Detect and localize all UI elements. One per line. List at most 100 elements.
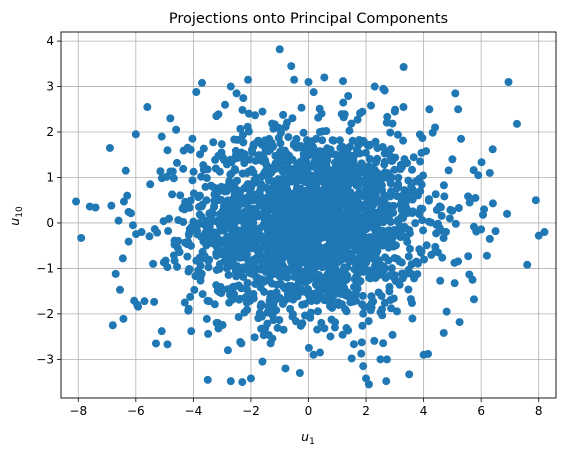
scatter-point [358, 300, 367, 309]
scatter-point [181, 238, 190, 247]
scatter-point [340, 224, 349, 233]
scatter-point [335, 289, 344, 298]
scatter-point [375, 196, 384, 205]
scatter-point [114, 216, 123, 225]
scatter-point [442, 307, 451, 316]
scatter-point [268, 203, 277, 212]
scatter-point [188, 225, 197, 234]
scatter-point [404, 285, 413, 294]
scatter-point [296, 207, 305, 216]
scatter-point [416, 157, 425, 166]
scatter-point [108, 321, 117, 330]
scatter-point [263, 319, 272, 328]
scatter-point [214, 216, 223, 225]
scatter-point [284, 133, 293, 142]
scatter-point [352, 181, 361, 190]
scatter-point [149, 259, 158, 268]
scatter-point [231, 166, 240, 175]
scatter-point [172, 125, 181, 134]
y-tick-label: 4 [46, 34, 54, 48]
scatter-point [245, 180, 254, 189]
scatter-point [111, 269, 120, 278]
scatter-point [435, 224, 444, 233]
scatter-point [180, 298, 189, 307]
scatter-point [378, 226, 387, 235]
scatter-point [469, 222, 478, 231]
scatter-point [163, 340, 172, 349]
scatter-point [222, 223, 231, 232]
scatter-point [215, 288, 224, 297]
scatter-point [306, 246, 315, 255]
scatter-point [361, 148, 370, 157]
scatter-point [399, 136, 408, 145]
scatter-point [379, 206, 388, 215]
scatter-point [264, 302, 273, 311]
scatter-point [469, 166, 478, 175]
scatter-point [385, 287, 394, 296]
scatter-point [249, 168, 258, 177]
scatter-point [291, 202, 300, 211]
scatter-point [417, 148, 426, 157]
scatter-point [235, 251, 244, 260]
scatter-point [320, 324, 329, 333]
scatter-point [179, 217, 188, 226]
scatter-point [395, 164, 404, 173]
scatter-point [439, 234, 448, 243]
x-axis-ticks: −8 −6 −4 −2 0 2 4 6 8 [69, 398, 543, 418]
scatter-point [335, 136, 344, 145]
scatter-point [239, 263, 248, 272]
scatter-point [242, 305, 251, 314]
scatter-point [124, 237, 133, 246]
scatter-point [485, 168, 494, 177]
scatter-point [382, 118, 391, 127]
scatter-point [409, 153, 418, 162]
scatter-point [207, 208, 216, 217]
scatter-point [342, 275, 351, 284]
scatter-point [212, 112, 221, 121]
scatter-point [168, 167, 177, 176]
scatter-point [316, 348, 325, 357]
scatter-point [384, 256, 393, 265]
scatter-point [386, 191, 395, 200]
scatter-point [331, 277, 340, 286]
scatter-point [422, 241, 431, 250]
scatter-point [237, 284, 246, 293]
scatter-point [271, 160, 280, 169]
scatter-point [394, 173, 403, 182]
scatter-point [278, 299, 287, 308]
x-tick-label: −6 [127, 404, 145, 418]
scatter-point [273, 234, 282, 243]
scatter-point [325, 232, 334, 241]
scatter-point [361, 200, 370, 209]
scatter-point [426, 218, 435, 227]
scatter-point [355, 149, 364, 158]
scatter-point [370, 336, 379, 345]
scatter-point [255, 224, 264, 233]
scatter-point [346, 166, 355, 175]
scatter-point [275, 186, 284, 195]
scatter-point [288, 114, 297, 123]
scatter-point [251, 156, 260, 165]
scatter-point [221, 212, 230, 221]
scatter-point [260, 136, 269, 145]
scatter-point [362, 374, 371, 383]
scatter-point [193, 230, 202, 239]
scatter-point [267, 138, 276, 147]
scatter-point [440, 192, 449, 201]
scatter-point [140, 297, 149, 306]
x-tick-label: 8 [535, 404, 543, 418]
scatter-point [189, 167, 198, 176]
scatter-point [166, 114, 175, 123]
scatter-point [238, 105, 247, 114]
scatter-point [275, 254, 284, 263]
scatter-point [357, 168, 366, 177]
scatter-point [248, 225, 257, 234]
scatter-point [477, 158, 486, 167]
scatter-point [309, 350, 318, 359]
scatter-point [377, 292, 386, 301]
scatter-point [368, 200, 377, 209]
scatter-point [379, 238, 388, 247]
scatter-point [408, 314, 417, 323]
y-tick-label: 3 [46, 80, 54, 94]
scatter-point [357, 241, 366, 250]
